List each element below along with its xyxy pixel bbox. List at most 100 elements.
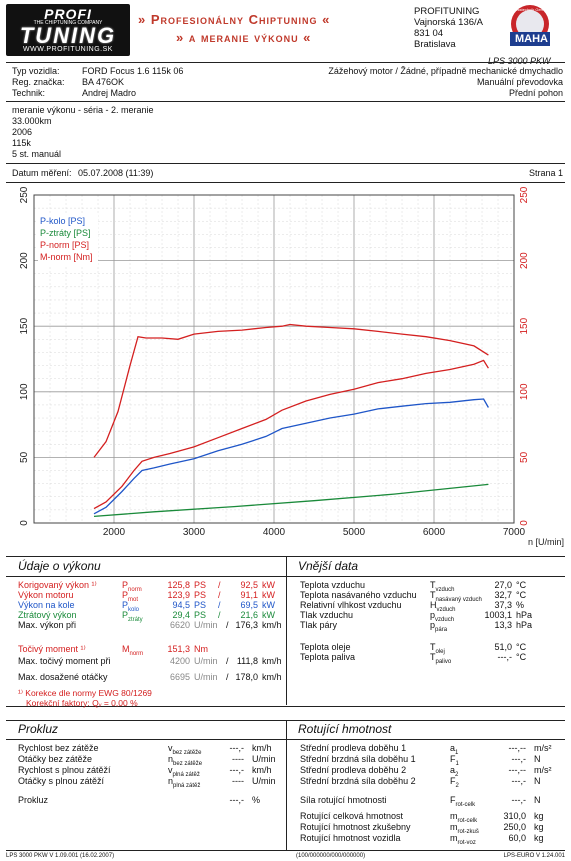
logo-profi-text: PROFI — [44, 6, 92, 22]
perf-row-unit2: kW — [262, 580, 275, 590]
rot-row-value: ---,-- — [508, 743, 527, 753]
rot-row-value: ---,- — [511, 795, 527, 805]
perf-row-sep: / — [218, 610, 221, 620]
perf-row-label: Korigovaný výkon ¹⁾ — [18, 580, 97, 590]
vehicle-tech-value: Andrej Madro — [82, 88, 137, 98]
ext-title: Vnější data — [298, 559, 359, 573]
rot-row-symbol: Frot-celk — [450, 795, 475, 808]
ext-row-value: ---,- — [497, 652, 513, 662]
symbol-sub: plná zátěž — [173, 782, 201, 789]
legend-entry: M-norm [Nm] — [40, 252, 93, 262]
max_rpm-speed-unit: km/h — [262, 672, 282, 682]
divider — [6, 182, 565, 183]
prokluz-row-label: Rychlost bez zátěže — [18, 743, 99, 753]
perf-row-unit2: kW — [262, 600, 275, 610]
x-tick-label: 3000 — [183, 527, 206, 538]
symbol-sub: olej — [435, 648, 445, 655]
symbol-sub: 1 — [455, 760, 459, 767]
ext-row-unit: °C — [516, 642, 527, 652]
vehicle-type-value: FORD Focus 1.6 115k 06 — [82, 66, 184, 76]
perf-row-symbol: Pmot — [122, 590, 138, 603]
logo-web-text: WWW.PROFITUNING.SK — [23, 46, 113, 53]
perf-row-sep: / — [218, 590, 221, 600]
rot-row-unit: m/s² — [534, 765, 552, 775]
symbol: H — [430, 600, 437, 610]
note-line: 33.000km — [12, 116, 52, 126]
torque-value: 151,3 — [167, 644, 190, 654]
rot-row-symbol: mrot-voz — [450, 833, 476, 846]
symbol: F — [450, 795, 456, 805]
ext-row-unit: hPa — [516, 610, 533, 620]
ext-row-symbol: Tolej — [430, 642, 445, 655]
note-line: meranie výkonu - séria - 2. meranie — [12, 105, 154, 115]
ext-row-label: Teplota paliva — [300, 652, 356, 662]
plot-frame — [33, 194, 515, 524]
perf-row-value1: 125,8 — [167, 580, 190, 590]
symbol-sub: mot — [128, 596, 139, 603]
divider — [6, 576, 565, 577]
symbol: M — [122, 644, 130, 654]
company-name: PROFITUNING — [414, 6, 480, 17]
perf-row-unit1: PS — [194, 600, 207, 610]
symbol-sub: pára — [435, 626, 448, 633]
prokluz-row-unit: km/h — [252, 765, 272, 775]
rot-row-symbol: F2 — [450, 776, 459, 789]
perf-title: Údaje o výkonu — [18, 559, 101, 573]
perf-row-unit1: PS — [194, 580, 207, 590]
max_power-speed-unit: km/h — [262, 620, 282, 630]
max_torque-label: Max. točivý moment při — [18, 656, 111, 666]
symbol-sub: plná zátěž — [172, 771, 200, 778]
legend-entry: P-kolo [PS] — [40, 216, 85, 226]
ext-row-value: 27,0 — [494, 580, 512, 590]
symbol-sub: rot-celk — [455, 801, 476, 808]
engine-type: Zážehový motor / Žádné, případně mechani… — [328, 66, 563, 76]
divider — [6, 62, 565, 63]
perf-row-unit2: kW — [262, 610, 275, 620]
ext-row-label: Teplota oleje — [300, 642, 351, 652]
divider — [6, 720, 565, 721]
rot-row-unit: N — [534, 776, 541, 786]
symbol: v — [168, 765, 173, 775]
symbol: n — [168, 754, 174, 764]
y-tick-label-left: 150 — [19, 317, 30, 334]
vehicle-reg-label: Reg. značka: — [12, 77, 65, 87]
rot-row-value: ---,- — [511, 754, 527, 764]
rot-row-label: Síla rotující hmotnosti — [300, 795, 387, 805]
max_rpm-rpm: 6695 — [169, 672, 190, 682]
series-line-1 — [93, 483, 489, 518]
ext-row-value: 13,3 — [494, 620, 512, 630]
slip-label: Prokluz — [18, 795, 49, 805]
max_rpm-label: Max. dosažené otáčky — [18, 672, 108, 682]
divider — [6, 706, 565, 707]
legend-entry: P-norm [PS] — [40, 240, 89, 250]
footnote-norm: ¹⁾ Korekce dle normy EWG 80/1269 — [18, 688, 152, 698]
rot-row-label: Střední brzdná síla doběhu 1 — [300, 754, 416, 764]
symbol-sub: rot-celk — [457, 817, 478, 824]
ext-row-value: 37,3 — [494, 600, 512, 610]
x-tick-label: 2000 — [103, 527, 126, 538]
max_power-sep: / — [226, 620, 229, 630]
header-title-line1: » Profesionálny Chiptuning « — [138, 12, 331, 27]
gearbox-type: Manuální převodovka — [476, 77, 563, 87]
y-tick-label-right: 200 — [519, 252, 530, 269]
logo-tuning-text: TUNING — [19, 23, 117, 48]
rot-row-label: Rotující hmotnost vozidla — [300, 833, 401, 843]
symbol: T — [430, 590, 436, 600]
vehicle-tech-label: Technik: — [12, 88, 46, 98]
note-line: 2006 — [12, 127, 33, 137]
column-divider — [286, 556, 287, 705]
company-street: Vajnorská 136/A — [414, 17, 484, 28]
date-label: Datum měření: — [12, 168, 72, 178]
vehicle-type-label: Typ vozidla: — [12, 66, 60, 76]
max_rpm-sep: / — [226, 672, 229, 682]
dyno-chart: 0 0 50 50 100 100 150 150 200 200 250 250 2000 3000 40… — [19, 186, 564, 547]
ext-row-label: Teplota vzduchu — [300, 580, 366, 590]
max_rpm-rpm-unit: U/min — [194, 672, 218, 682]
perf-row-value1: 29,4 — [172, 610, 190, 620]
symbol-sub: bez zátěže — [173, 760, 203, 767]
rot-row-value: ---,-- — [508, 765, 527, 775]
prokluz-row-label: Otáčky s plnou zátěží — [18, 776, 105, 786]
ext-row-label: Tlak páry — [300, 620, 338, 630]
ext-row-symbol: Tnasávaný vzduch — [430, 590, 482, 603]
perf-row-symbol: Pztráty — [122, 610, 143, 623]
